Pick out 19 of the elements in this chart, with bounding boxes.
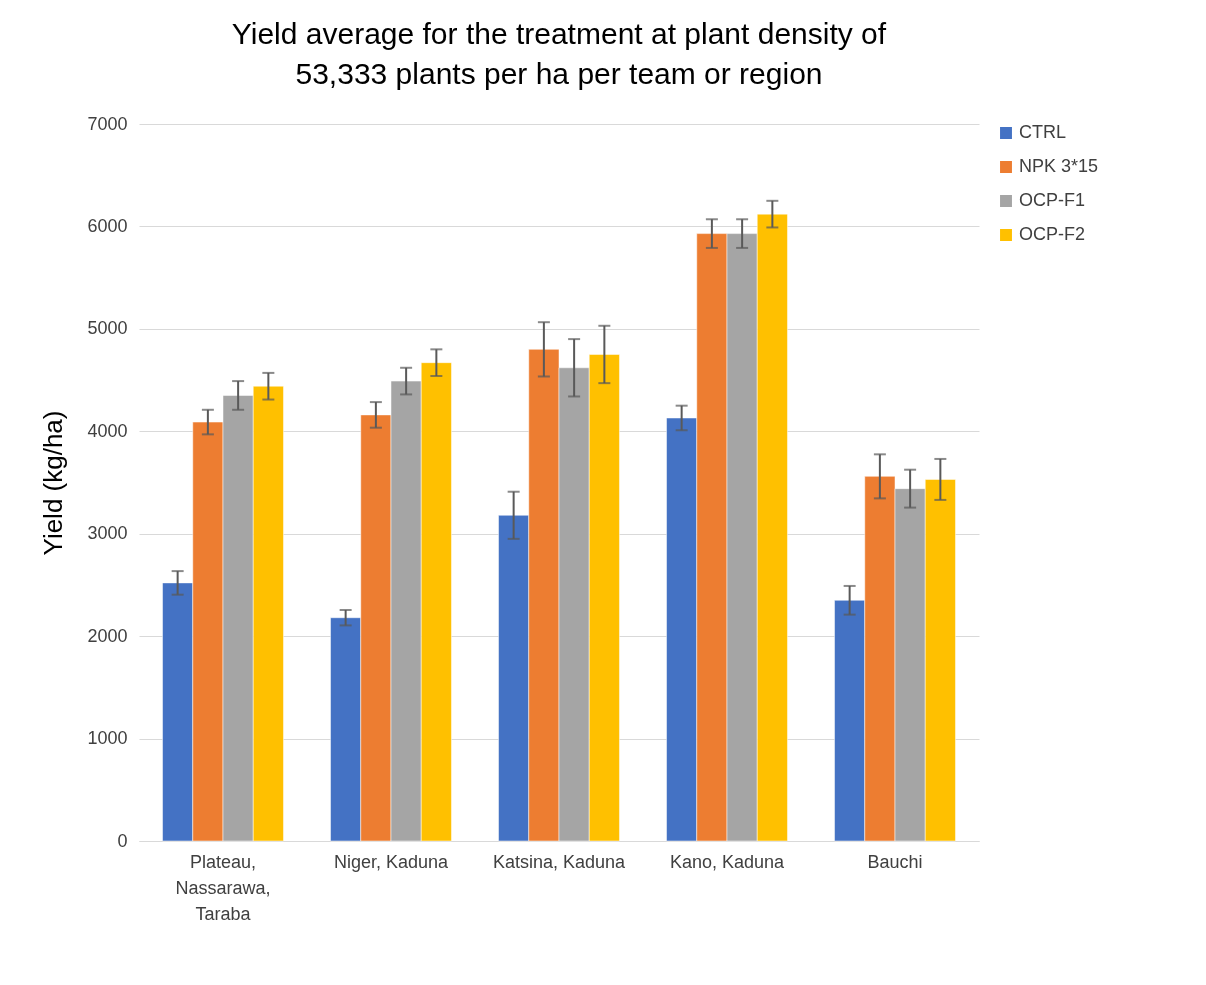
legend-label: OCP-F1 bbox=[1019, 190, 1086, 210]
y-tick-label: 7000 bbox=[87, 113, 128, 134]
y-axis-title: Yield (kg/ha) bbox=[38, 410, 69, 556]
y-tick-label: 4000 bbox=[87, 420, 128, 441]
y-tick-label: 6000 bbox=[87, 215, 128, 236]
x-tick-label: Niger, Kaduna bbox=[333, 851, 450, 872]
x-tick-label: Plateau, Nassarawa, Taraba bbox=[175, 851, 271, 924]
x-tick-label: Bauchi bbox=[867, 851, 923, 872]
y-tick-label: 0 bbox=[117, 830, 128, 851]
x-tick-label: Kano, Kaduna bbox=[669, 851, 786, 872]
legend-label: OCP-F2 bbox=[1019, 224, 1086, 244]
chart-title: Yield average for the treatment at plant density of 53,333 plants per ha per team or region bbox=[231, 17, 887, 90]
y-tick-label: 2000 bbox=[87, 625, 128, 646]
legend-label: CTRL bbox=[1019, 122, 1067, 142]
legend-label: NPK 3*15 bbox=[1019, 156, 1099, 176]
y-tick-label: 3000 bbox=[87, 523, 128, 544]
x-tick-label: Katsina, Kaduna bbox=[492, 851, 627, 872]
y-tick-label: 1000 bbox=[87, 728, 128, 749]
y-tick-label: 5000 bbox=[87, 318, 128, 339]
